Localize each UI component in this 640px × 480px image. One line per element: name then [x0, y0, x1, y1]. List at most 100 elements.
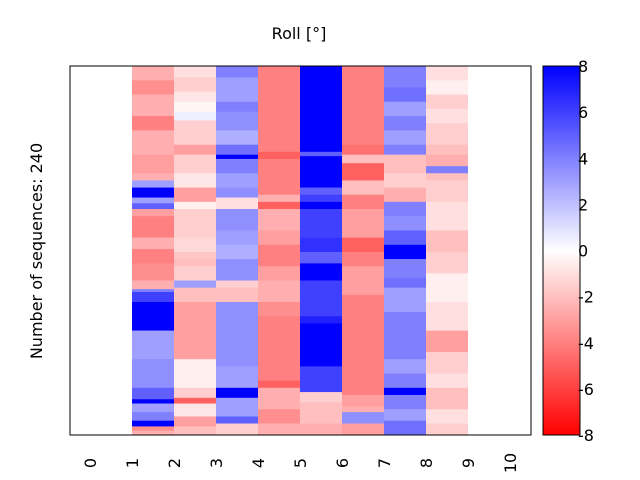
- heatmap-cell: [258, 66, 300, 153]
- heatmap-cell: [426, 173, 468, 181]
- heatmap-cell: [300, 187, 342, 196]
- heatmap-cell: [342, 266, 384, 296]
- heatmap-cell: [258, 201, 300, 210]
- heatmap-cell: [132, 66, 174, 81]
- heatmap-cell: [132, 187, 174, 198]
- heatmap-cell: [216, 387, 258, 399]
- heatmap-cell: [300, 151, 342, 157]
- heatmap-cell: [426, 201, 468, 231]
- heatmap-cell: [384, 144, 426, 155]
- heatmap-cell: [216, 154, 258, 160]
- heatmap-cell: [384, 187, 426, 203]
- heatmap-cell: [216, 197, 258, 210]
- heatmap-cell: [174, 237, 216, 253]
- heatmap-cell: [384, 173, 426, 188]
- heatmap-cell: [132, 291, 174, 303]
- heatmap-cell: [132, 180, 174, 188]
- heatmap-cell: [426, 273, 468, 303]
- heatmap-cell: [216, 397, 258, 417]
- heatmap-cell: [258, 266, 300, 281]
- heatmap-cell: [258, 158, 300, 196]
- heatmap-cell: [216, 280, 258, 288]
- heatmap-cell: [342, 423, 384, 436]
- heatmap-cell: [384, 287, 426, 313]
- heatmap-cell: [342, 412, 384, 424]
- heatmap-cell: [426, 108, 468, 124]
- heatmap-cell: [300, 237, 342, 253]
- heatmap-cell: [216, 287, 258, 303]
- heatmap-cell: [300, 66, 342, 153]
- heatmap-cell: [132, 399, 174, 404]
- heatmap-cell: [426, 180, 468, 203]
- x-tick-label: 2: [165, 458, 184, 468]
- heatmap-cell: [342, 194, 384, 210]
- heatmap-cell: [174, 426, 216, 436]
- heatmap-cell: [426, 66, 468, 81]
- heatmap-cell: [342, 209, 384, 238]
- heatmap-cell: [300, 402, 342, 424]
- heatmap-cell: [300, 323, 342, 367]
- heatmap-cell: [258, 387, 300, 410]
- heatmap-cell: [258, 380, 300, 389]
- x-tick-label: 9: [459, 458, 478, 468]
- heatmap-cell: [132, 237, 174, 250]
- heatmap-cell: [174, 359, 216, 389]
- heatmap-cell: [132, 301, 174, 331]
- heatmap-cell: [342, 237, 384, 253]
- heatmap-cell: [132, 420, 174, 427]
- heatmap-cell: [174, 91, 216, 103]
- heatmap-cell: [132, 116, 174, 131]
- heatmap-cell: [216, 144, 258, 155]
- heatmap-cell: [132, 280, 174, 290]
- heatmap-cell: [300, 201, 342, 210]
- heatmap-cell: [384, 394, 426, 410]
- heatmap-cell: [426, 301, 468, 331]
- heatmap-cell: [174, 201, 216, 210]
- y-axis-label: Number of sequences: 240: [27, 143, 46, 359]
- heatmap-cell: [300, 316, 342, 324]
- heatmap-cell: [342, 394, 384, 407]
- colorbar-tick-label: -2: [578, 288, 594, 307]
- heatmap-cell: [174, 280, 216, 288]
- heatmap-cell: [132, 263, 174, 281]
- heatmap-cell: [174, 259, 216, 267]
- heatmap-cell: [174, 416, 216, 427]
- heatmap-cell: [216, 66, 258, 78]
- heatmap-cell: [342, 406, 384, 413]
- heatmap-cell: [384, 101, 426, 117]
- heatmap-cell: [384, 259, 426, 278]
- heatmap-cell: [384, 154, 426, 174]
- heatmap-cell: [132, 209, 174, 217]
- heatmap-cell: [216, 366, 258, 389]
- heatmap-cell: [216, 111, 258, 131]
- heatmap-cell: [342, 154, 384, 164]
- colorbar-tick-label: 2: [578, 195, 588, 214]
- heatmap-cell: [132, 173, 174, 181]
- heatmap-cell: [174, 287, 216, 303]
- heatmap-cell: [132, 249, 174, 264]
- heatmap-cell: [216, 77, 258, 88]
- colorbar-ticks: 8 6 4 2 0 -2 -4 -6 -8: [578, 57, 594, 445]
- heatmap-cell: [342, 163, 384, 181]
- heatmap-cells: [132, 66, 468, 436]
- heatmap-cell: [342, 251, 384, 267]
- x-tick-label: 3: [207, 458, 226, 468]
- heatmap-cell: [300, 423, 342, 436]
- colorbar-tick-label: -4: [578, 334, 594, 353]
- heatmap-cell: [384, 216, 426, 231]
- heatmap-cell: [258, 209, 300, 231]
- heatmap-cell: [258, 230, 300, 246]
- heatmap-cell: [300, 251, 342, 264]
- heatmap-cell: [384, 244, 426, 260]
- heatmap-cell: [174, 266, 216, 281]
- heatmap-cell: [174, 403, 216, 417]
- heatmap-cell: [216, 259, 258, 281]
- heatmap-cell: [258, 151, 300, 160]
- heatmap-cell: [300, 156, 342, 188]
- heatmap-cell: [384, 409, 426, 421]
- x-tick-label: 8: [417, 458, 436, 468]
- heatmap-cell: [174, 111, 216, 121]
- heatmap-cell: [132, 203, 174, 210]
- heatmap-cell: [132, 154, 174, 174]
- heatmap-cell: [174, 154, 216, 174]
